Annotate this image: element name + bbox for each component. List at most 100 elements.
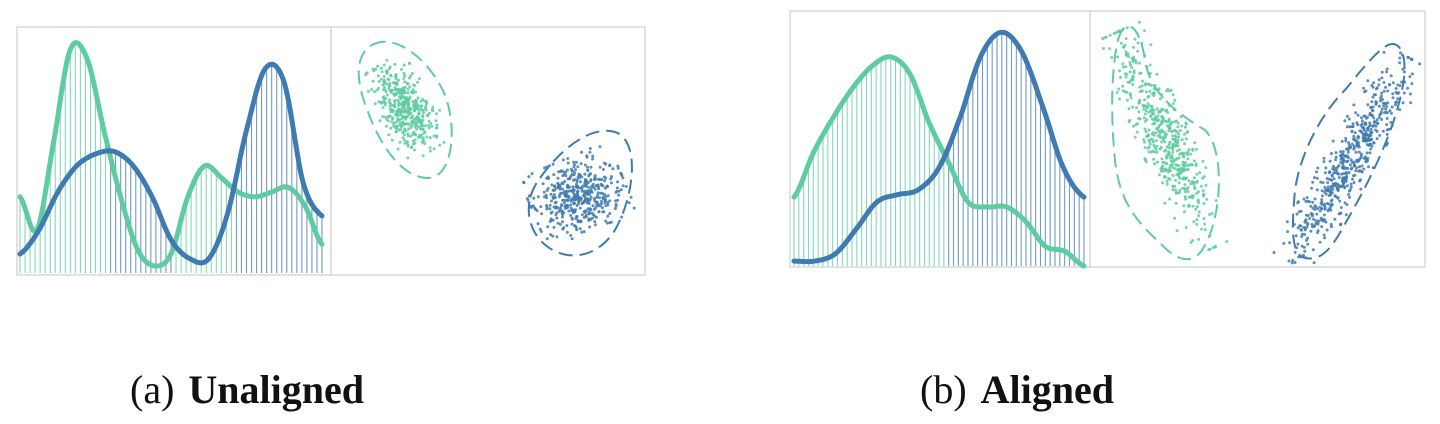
panel-a-blue-cluster-point [561, 182, 565, 186]
panel-b-green-cluster-point [1168, 126, 1172, 130]
panel-b-blue-cluster-point [1381, 101, 1385, 105]
panel-b-green-cluster-point [1154, 87, 1158, 91]
panel-b-blue-cluster-point [1313, 204, 1317, 208]
panel-b-blue-cluster-point [1329, 208, 1333, 212]
panel-a-blue-cluster-point [579, 162, 583, 166]
panel-b-blue-cluster-point [1334, 195, 1338, 198]
panel-a-green-cluster-point [406, 91, 410, 95]
panel-a-blue-cluster-point [593, 220, 597, 224]
panel-b-blue-cluster-point [1380, 107, 1384, 111]
panel-b-blue-cluster-point [1316, 207, 1320, 211]
panel-b-blue-cluster-point [1344, 180, 1348, 184]
panel-b-blue-cluster-point [1348, 195, 1351, 199]
panel-a-green-cluster-point [398, 140, 402, 144]
panel-a-blue-cluster-point [571, 185, 575, 189]
panel-b-green-cluster-point [1122, 45, 1125, 49]
panel-b-green-cluster-point [1173, 128, 1177, 132]
panel-a-blue-cluster-point [549, 233, 553, 237]
panel-b-green-cluster-point [1148, 89, 1152, 93]
panel-a-green-cluster-point [405, 140, 409, 144]
panel-b-blue-cluster-point [1304, 256, 1307, 260]
panel-b-blue-cluster-point [1410, 72, 1414, 76]
panel-b-blue-cluster-point [1380, 70, 1384, 74]
panel-b-blue-cluster-point [1355, 166, 1359, 170]
panel-b-blue-cluster-point [1370, 113, 1373, 117]
panel-a-green-cluster-point [383, 115, 387, 119]
panel-b-green-cluster-point [1116, 55, 1120, 59]
panel-b-blue-cluster-point [1293, 261, 1297, 264]
panel-b-green-cluster-point [1195, 205, 1199, 208]
panel-b-blue-cluster-point [1358, 179, 1362, 183]
panel-b-green-cluster-point [1154, 131, 1158, 135]
panel-b-blue-cluster-point [1290, 261, 1294, 265]
panel-b-blue-cluster-point [1378, 133, 1382, 137]
panel-b-blue-cluster-point [1336, 196, 1340, 200]
panel-a-blue-cluster-point [549, 192, 553, 196]
panel-a-green-cluster-point [366, 89, 370, 93]
panel-b-blue-cluster-point [1347, 193, 1351, 196]
panel-a-green-cluster-point [394, 75, 398, 79]
panel-b-blue-cluster-point [1316, 229, 1320, 233]
panel-a-green-cluster-point [371, 79, 375, 83]
panel-b-green-cluster-point [1160, 140, 1164, 144]
panel-a-blue-cluster-point [572, 195, 576, 199]
panel-b-green-cluster-point [1133, 135, 1137, 139]
panel-b-blue-cluster-point [1372, 123, 1376, 127]
panel-a-green-cluster-point [410, 121, 414, 125]
panel-b-green-cluster-point [1187, 148, 1191, 152]
panel-b-green-cluster-point [1141, 103, 1145, 107]
panel-b-green-cluster-point [1161, 181, 1165, 185]
panel-a-blue-cluster-point [552, 225, 556, 229]
panel-b-green-cluster-point [1165, 182, 1169, 186]
panel-b-blue-cluster-point [1345, 175, 1349, 179]
panel-b-green-cluster-point [1146, 134, 1150, 138]
panel-a-blue-cluster-point [558, 193, 562, 197]
panel-b-green-cluster-point [1184, 137, 1188, 141]
panel-a-green-cluster-point [413, 141, 417, 145]
panel-b-green-cluster-point [1194, 162, 1198, 166]
panel-b-blue-cluster-point [1365, 151, 1369, 155]
panel-b-blue-cluster-point [1352, 134, 1356, 138]
panel-b-blue-cluster-point [1325, 228, 1329, 232]
panel-b-blue-cluster-point [1371, 95, 1375, 99]
panel-b-blue-cluster-point [1349, 158, 1353, 162]
panel-b-blue-cluster-point [1339, 222, 1343, 226]
panel-b-blue-cluster-point [1354, 111, 1358, 115]
panel-a-green-cluster-point [442, 140, 446, 144]
panel-b-blue-cluster-point [1311, 200, 1315, 204]
panel-b-green-cluster-point [1175, 130, 1179, 134]
panel-a-green-cluster-point [407, 103, 411, 107]
panel-b-green-cluster-point [1178, 129, 1182, 133]
panel-a-green-cluster-point [431, 105, 435, 109]
panel-b-blue-cluster-point [1410, 57, 1414, 61]
panel-a-blue-cluster-point [550, 210, 554, 214]
panel-b-blue-cluster-point [1299, 209, 1303, 213]
panel-a-blue-cluster-point [561, 198, 565, 202]
panel-b-blue-cluster-point [1351, 125, 1355, 128]
panel-a-blue-cluster-point [527, 201, 531, 204]
panel-b-green-cluster-point [1177, 172, 1181, 176]
panel-b-green-cluster-point [1203, 228, 1207, 232]
panel-a-green-cluster-point [421, 97, 425, 101]
panel-a-green-cluster-point [388, 65, 392, 69]
panel-a-blue-cluster-point [561, 158, 565, 162]
panel-a-blue-cluster-point [562, 211, 566, 215]
panel-b-blue-cluster-point [1305, 196, 1309, 200]
panel-b-blue-cluster-point [1367, 165, 1370, 169]
panel-a-blue-cluster-point [569, 189, 573, 193]
panel-a-blue-cluster-point [578, 227, 582, 231]
panel-b-blue-cluster-point [1362, 128, 1366, 132]
panel-b-blue-cluster-point [1332, 171, 1336, 175]
panel-a-blue-cluster-point [558, 187, 562, 191]
panel-a-blue-cluster-point [594, 177, 598, 181]
panel-a-green-cluster-point [395, 114, 399, 118]
panel-b-green-cluster-point [1172, 108, 1176, 112]
panel-b-blue-cluster-point [1359, 187, 1363, 191]
panel-b-blue-cluster-point [1366, 79, 1370, 83]
panel-b-blue-cluster-point [1400, 80, 1404, 84]
panel-b-blue-cluster-point [1291, 258, 1295, 262]
panel-a-green-cluster-point [393, 86, 397, 90]
panel-b-green-cluster-point [1147, 128, 1151, 132]
panel-b-blue-cluster-point [1343, 186, 1347, 190]
panel-a-green-cluster-point [387, 114, 391, 118]
